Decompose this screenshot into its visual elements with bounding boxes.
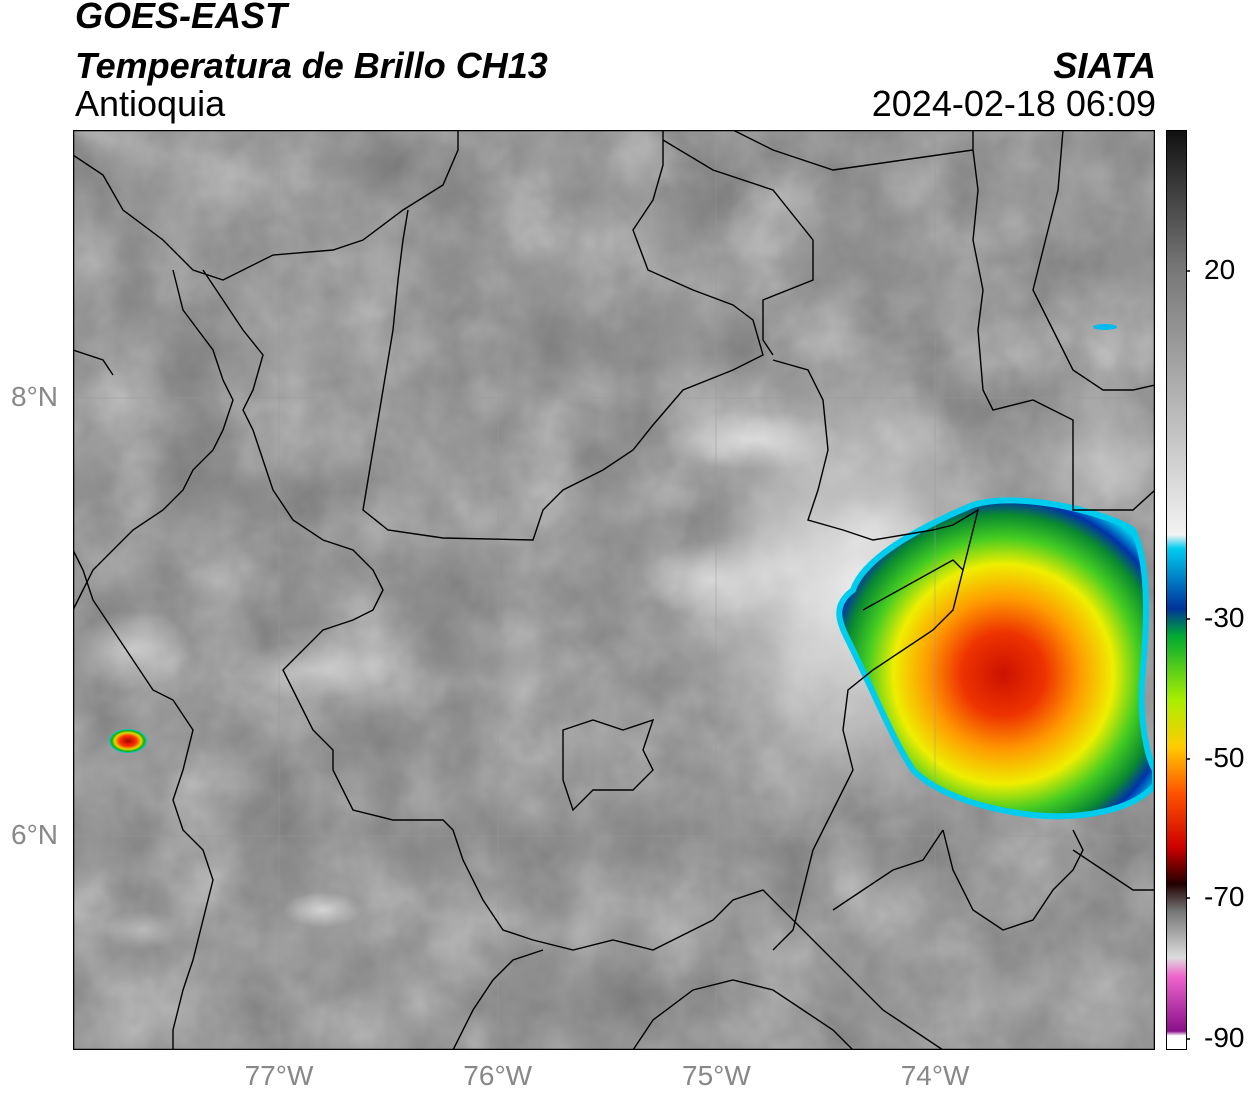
colorbar [1166, 130, 1190, 1050]
colorbar-tick-label: -30 [1204, 602, 1245, 633]
colorbar-tick-label: -50 [1204, 742, 1245, 773]
small-convective-cell [109, 729, 147, 753]
product-title: GOES-EAST [75, 0, 288, 36]
bright-cloud-patch [643, 540, 783, 620]
bright-cloud-patch [663, 410, 843, 470]
bright-cloud-patch [1023, 380, 1155, 540]
colorbar-tick-label: 20 [1204, 254, 1236, 285]
colorbar-fill [1166, 130, 1187, 1050]
graticule [73, 130, 1155, 1050]
bright-cloud-patch [103, 910, 183, 950]
satellite-map[interactable] [73, 130, 1155, 1050]
map-frame [73, 130, 1155, 1050]
timestamp: 2024-02-18 06:09 [871, 83, 1156, 124]
longitude-label: 77°W [244, 1060, 314, 1091]
small-cold-cloud [1093, 324, 1117, 330]
colorbar-tick-label: -70 [1204, 881, 1245, 912]
bright-cloud-patch [283, 892, 363, 928]
product-subtitle: Temperatura de Brillo CH13 [75, 45, 548, 86]
latitude-label: 8°N [11, 381, 58, 412]
region-name: Antioquia [75, 83, 226, 124]
colorbar-tick-label: -90 [1204, 1022, 1245, 1053]
boundaries [73, 130, 1155, 1050]
longitude-label: 76°W [463, 1060, 533, 1091]
organization-name: SIATA [1053, 45, 1156, 86]
bright-cloud-patch [233, 640, 393, 700]
latitude-label: 6°N [11, 819, 58, 850]
bright-cloud-patch [73, 610, 193, 690]
longitude-label: 75°W [682, 1060, 751, 1091]
storm-edge [836, 497, 1155, 820]
longitude-label: 74°W [900, 1060, 970, 1091]
